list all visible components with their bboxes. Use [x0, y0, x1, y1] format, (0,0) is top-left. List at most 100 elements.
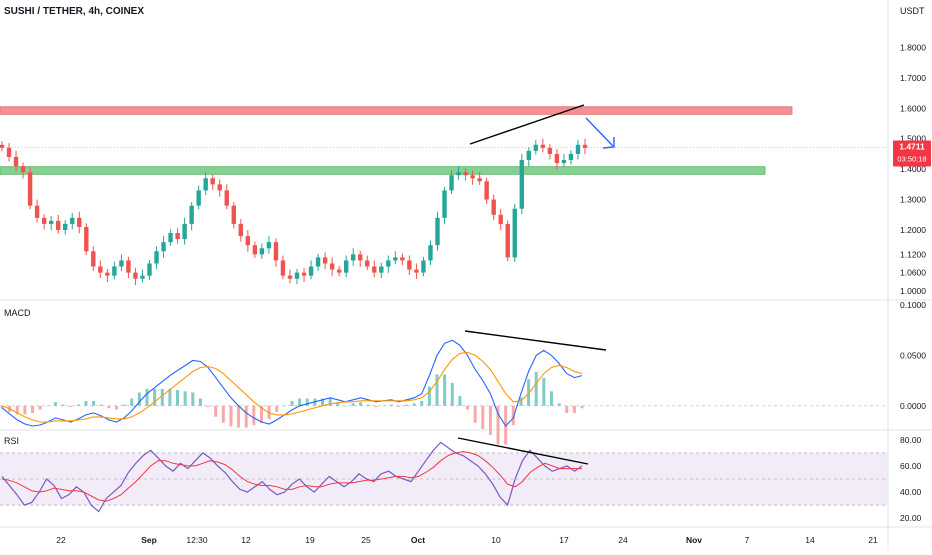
candle-body: [63, 223, 68, 230]
macd-hist-bar: [328, 398, 332, 406]
candle-body: [386, 260, 391, 267]
candle-body: [379, 266, 384, 273]
macd-hist-bar: [23, 405, 27, 415]
candle-body: [252, 245, 258, 255]
candle-body: [519, 160, 524, 209]
candle-body: [217, 184, 222, 191]
candle-body: [351, 254, 356, 261]
time-tick-label: Nov: [686, 535, 702, 545]
macd-hist-bar: [114, 405, 118, 410]
candle-body: [231, 205, 236, 224]
candle-body: [315, 257, 321, 267]
candle-body: [27, 172, 33, 206]
macd-hist-bar: [298, 398, 302, 406]
candle-body: [203, 178, 208, 191]
time-tick-label: 7: [745, 535, 750, 545]
candle-body: [329, 263, 335, 270]
macd-hist-bar: [397, 405, 401, 408]
price-tick-label: 1.2000: [900, 225, 926, 235]
candle-body: [470, 175, 475, 179]
macd-hist-bar: [15, 405, 19, 415]
candle-body: [561, 160, 567, 164]
macd-hist-bar: [359, 402, 363, 406]
price-trendline: [469, 104, 585, 145]
macd-hist-bar: [382, 405, 386, 407]
macd-hist-bar: [69, 405, 73, 408]
candle-body: [512, 208, 517, 258]
macd-hist-bar: [176, 390, 180, 406]
rsi-ma-line: [1, 451, 582, 502]
macd-hist-bar: [275, 405, 279, 412]
candle-body: [98, 266, 103, 273]
candle-body: [77, 217, 82, 227]
macd-hist-bar: [321, 398, 325, 406]
macd-hist-bar: [46, 405, 50, 407]
price-tick-label: 1.5000: [900, 134, 926, 144]
candle-body: [498, 214, 503, 224]
candle-body: [161, 242, 166, 252]
price-tick-label: 1.6000: [900, 103, 926, 113]
candle-body: [238, 223, 244, 237]
price-badge-value: 1.4711: [899, 141, 925, 151]
candle-body: [365, 260, 370, 267]
macd-hist-bar: [252, 405, 256, 426]
macd-hist-bar: [412, 403, 416, 406]
candle-body: [182, 223, 187, 240]
candle-body: [449, 175, 454, 191]
candle-body: [287, 275, 293, 279]
candle-body: [189, 205, 194, 224]
macd-hist-bar: [76, 404, 80, 406]
macd-hist-bar: [290, 400, 294, 406]
candle-body: [34, 205, 40, 218]
macd-hist-bar: [229, 405, 233, 427]
macd-hist-bar: [84, 400, 88, 406]
symbol-title[interactable]: SUSHI / TETHER, 4h, COINEX: [4, 6, 145, 17]
macd-hist-bar: [259, 405, 263, 423]
time-tick-label: 25: [361, 535, 371, 545]
macd-hist-bar: [572, 405, 576, 414]
macd-pane-label[interactable]: MACD: [4, 308, 31, 318]
time-tick-label: 10: [491, 535, 501, 545]
price-tick-label: 1.0600: [900, 268, 926, 278]
candle-body: [358, 254, 363, 261]
currency-label: USDT: [900, 6, 925, 16]
macd-hist-bar: [198, 398, 202, 406]
projection-arrow: [585, 117, 614, 147]
macd-hist-bar: [0, 405, 4, 409]
candle-body: [505, 223, 510, 258]
macd-hist-bar: [458, 396, 462, 406]
macd-hist-bar: [191, 392, 195, 406]
time-tick-label: 14: [805, 535, 815, 545]
candle-body: [491, 199, 496, 215]
macd-hist-bar: [92, 400, 96, 406]
candle-body: [245, 236, 251, 246]
candle-body: [259, 248, 265, 255]
time-tick-label: 19: [305, 535, 315, 545]
macd-hist-bar: [38, 405, 42, 410]
candle-body: [456, 172, 461, 176]
macd-hist-bar: [542, 377, 546, 406]
macd-tick-label: 0.1000: [900, 300, 926, 310]
rsi-pane-label[interactable]: RSI: [4, 436, 20, 446]
macd-hist-bar: [305, 398, 309, 406]
macd-hist-bar: [389, 404, 393, 406]
macd-tick-label: 0.0000: [900, 401, 926, 411]
price-tick-label: 1.3000: [900, 195, 926, 205]
macd-hist-bar: [145, 388, 149, 406]
macd-hist-bar: [488, 405, 492, 435]
macd-line: [1, 339, 583, 427]
signal-line: [1, 351, 583, 423]
candle-body: [105, 272, 110, 276]
candle-body: [140, 275, 145, 279]
candle-body: [13, 156, 19, 167]
macd-hist-bar: [244, 405, 248, 428]
candle-body: [273, 242, 279, 261]
candles: [0, 138, 588, 286]
macd-hist-bar: [183, 391, 187, 406]
macd-hist-bar: [122, 404, 126, 406]
candle-body: [322, 257, 328, 264]
candle-body: [210, 178, 215, 185]
macd-hist-bar: [214, 405, 218, 417]
